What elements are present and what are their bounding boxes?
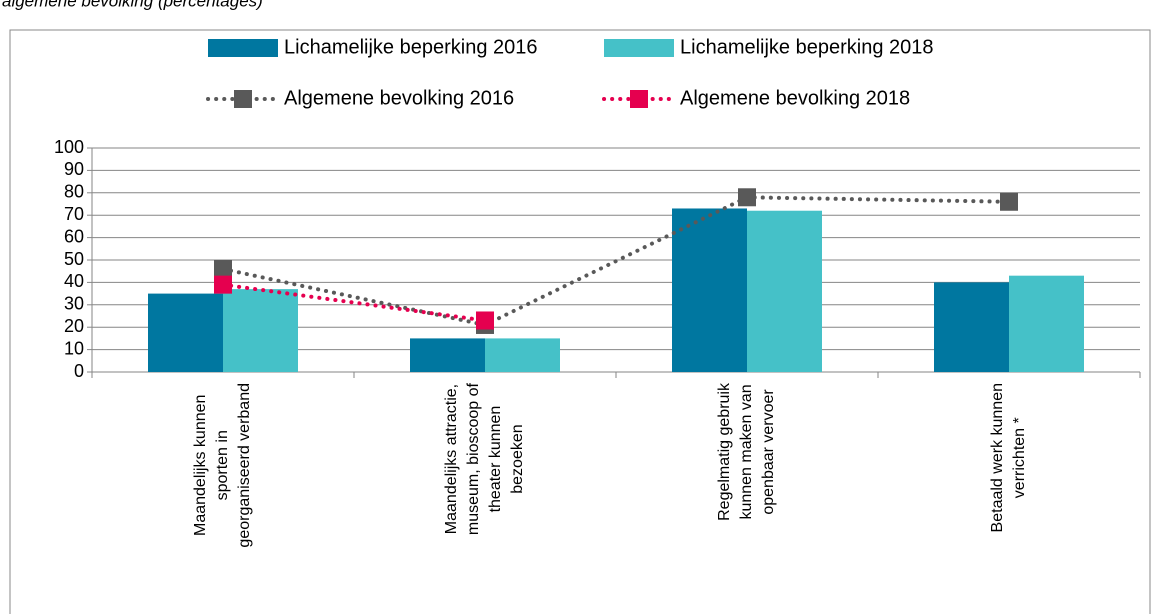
x-tick-label: sporten in (214, 430, 231, 500)
y-tick-label: 20 (64, 316, 84, 336)
y-tick-label: 100 (54, 137, 84, 157)
y-tick-label: 10 (64, 338, 84, 358)
bar (410, 338, 485, 372)
x-tick-label: openbaar vervoer (760, 389, 777, 515)
x-tick-label: georganiseerd verband (236, 383, 253, 548)
x-tick-label: kunnen maken van (738, 384, 755, 519)
legend-swatch (604, 39, 674, 57)
legend-marker (234, 90, 252, 108)
x-tick-label: verrichten * (1011, 417, 1028, 498)
chart-title: algemene bevolking (percentages) (2, 0, 263, 10)
marker (738, 188, 756, 207)
line (221, 282, 487, 323)
x-tick-label: Maandelijks kunnen (192, 395, 209, 536)
x-tick-label: museum, bioscoop of (465, 382, 482, 535)
y-tick-label: 50 (64, 249, 84, 269)
marker (214, 275, 232, 294)
legend-marker (630, 90, 648, 108)
y-tick-label: 30 (64, 294, 84, 314)
x-tick-label: bezoeken (509, 424, 526, 493)
legend-swatch (208, 39, 278, 57)
y-tick-label: 90 (64, 159, 84, 179)
bar (1009, 275, 1084, 372)
legend-label: Lichamelijke beperking 2018 (680, 36, 934, 58)
marker (1000, 192, 1018, 211)
bar (223, 289, 298, 372)
line (221, 195, 1011, 328)
bar (148, 293, 223, 372)
marker (476, 311, 494, 330)
y-tick-label: 70 (64, 204, 84, 224)
y-tick-label: 0 (74, 361, 84, 381)
legend-label: Algemene bevolking 2016 (284, 87, 514, 109)
y-tick-label: 40 (64, 271, 84, 291)
bar (747, 210, 822, 372)
marker (214, 259, 232, 278)
bar (934, 282, 1009, 372)
x-tick-label: theater kunnen (487, 406, 504, 513)
y-tick-label: 80 (64, 182, 84, 202)
x-tick-label: Maandelijks attractie, (443, 384, 460, 534)
bar (672, 208, 747, 372)
legend-label: Algemene bevolking 2018 (680, 87, 910, 109)
chart-frame (9, 29, 1151, 614)
y-tick-label: 60 (64, 226, 84, 246)
legend-label: Lichamelijke beperking 2016 (284, 36, 538, 58)
x-tick-label: Regelmatig gebruik (716, 382, 733, 521)
bar (485, 338, 560, 372)
x-tick-label: Betaald werk kunnen (989, 383, 1006, 532)
